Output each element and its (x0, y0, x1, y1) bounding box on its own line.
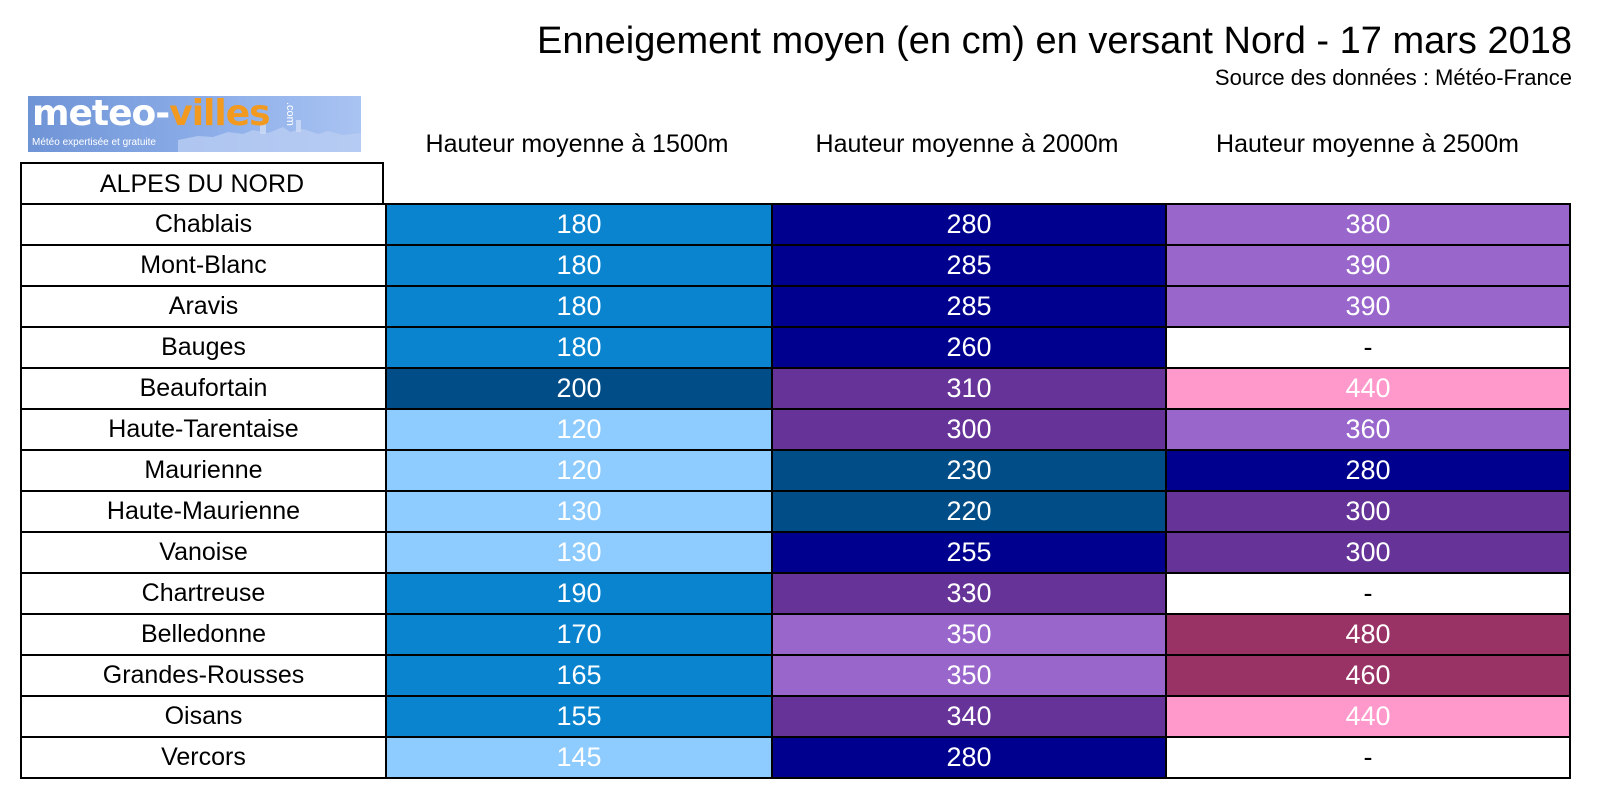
snow-depth-cell: 350 (773, 656, 1167, 695)
table-row: Haute-Tarentaise 120 300 360 (22, 408, 1569, 449)
massif-name: Beaufortain (22, 369, 387, 408)
logo-dotcom: .com (284, 102, 296, 126)
region-header: ALPES DU NORD (20, 162, 384, 203)
snow-depth-cell: 220 (773, 492, 1167, 531)
snow-depth-cell: 155 (387, 697, 773, 736)
snow-depth-cell: 180 (387, 287, 773, 326)
table-row: Mont-Blanc 180 285 390 (22, 244, 1569, 285)
logo: meteo-villes .com Météo expertisée et gr… (28, 96, 361, 152)
massif-name: Chartreuse (22, 574, 387, 613)
table-row: Chablais 180 280 380 (22, 205, 1569, 244)
logo-tagline: Météo expertisée et gratuite (32, 137, 156, 148)
snow-depth-cell: 165 (387, 656, 773, 695)
snow-depth-cell: 350 (773, 615, 1167, 654)
data-source: Source des données : Météo-France (1214, 65, 1572, 90)
logo-word-1: meteo- (32, 96, 170, 134)
snow-depth-cell: 280 (773, 738, 1167, 777)
snow-depth-cell: 260 (773, 328, 1167, 367)
column-header-2500m: Hauteur moyenne à 2500m (1216, 130, 1519, 158)
snow-depth-cell: 230 (773, 451, 1167, 490)
table-row: Grandes-Rousses 165 350 460 (22, 654, 1569, 695)
snow-depth-cell: 130 (387, 492, 773, 531)
logo-word-2: villes (169, 96, 270, 134)
snow-depth-table: Chablais 180 280 380 Mont-Blanc 180 285 390 Arav… (20, 203, 1571, 779)
snow-depth-cell: 190 (387, 574, 773, 613)
snow-depth-cell: 180 (387, 328, 773, 367)
snow-depth-cell: 285 (773, 246, 1167, 285)
massif-name: Vercors (22, 738, 387, 777)
massif-name: Grandes-Rousses (22, 656, 387, 695)
snow-depth-cell: 480 (1167, 615, 1569, 654)
massif-name: Belledonne (22, 615, 387, 654)
snow-depth-cell: - (1167, 738, 1569, 777)
snow-depth-cell: 280 (773, 205, 1167, 244)
column-header-1500m: Hauteur moyenne à 1500m (425, 130, 729, 158)
table-row: Bauges 180 260- (22, 326, 1569, 367)
snow-depth-cell: 390 (1167, 246, 1569, 285)
massif-name: Haute-Tarentaise (22, 410, 387, 449)
massif-name: Oisans (22, 697, 387, 736)
column-header-2000m: Hauteur moyenne à 2000m (815, 130, 1119, 158)
massif-name: Chablais (22, 205, 387, 244)
snow-depth-cell: 180 (387, 246, 773, 285)
snow-depth-cell: 360 (1167, 410, 1569, 449)
massif-name: Vanoise (22, 533, 387, 572)
snow-depth-cell: 120 (387, 451, 773, 490)
snow-depth-cell: 130 (387, 533, 773, 572)
massif-name: Haute-Maurienne (22, 492, 387, 531)
massif-name: Aravis (22, 287, 387, 326)
logo-wordmark: meteo-villes (32, 96, 271, 136)
table-row: Haute-Maurienne 130 220 300 (22, 490, 1569, 531)
snow-depth-cell: 255 (773, 533, 1167, 572)
snow-depth-cell: 300 (1167, 533, 1569, 572)
snow-depth-cell: - (1167, 574, 1569, 613)
snow-depth-cell: 300 (773, 410, 1167, 449)
snow-depth-cell: 285 (773, 287, 1167, 326)
table-row: Aravis 180 285 390 (22, 285, 1569, 326)
snow-depth-cell: 200 (387, 369, 773, 408)
chart-title: Enneigement moyen (en cm) en versant Nor… (537, 20, 1572, 62)
snow-depth-cell: 440 (1167, 369, 1569, 408)
table-row: Vanoise 130 255 300 (22, 531, 1569, 572)
table-row: Belledonne 170 350 480 (22, 613, 1569, 654)
table-row: Maurienne 120 230 280 (22, 449, 1569, 490)
snow-depth-cell: 310 (773, 369, 1167, 408)
table-row: Chartreuse 190 330- (22, 572, 1569, 613)
table-row: Vercors 145 280- (22, 736, 1569, 777)
snow-depth-cell: 145 (387, 738, 773, 777)
snow-depth-cell: 380 (1167, 205, 1569, 244)
snow-depth-cell: 120 (387, 410, 773, 449)
snow-depth-cell: 170 (387, 615, 773, 654)
snow-depth-cell: 340 (773, 697, 1167, 736)
massif-name: Bauges (22, 328, 387, 367)
snow-depth-cell: 460 (1167, 656, 1569, 695)
snow-depth-cell: 440 (1167, 697, 1569, 736)
massif-name: Mont-Blanc (22, 246, 387, 285)
snow-depth-cell: 180 (387, 205, 773, 244)
skyline-graphic (178, 120, 361, 152)
snow-depth-cell: 330 (773, 574, 1167, 613)
table-row: Oisans 155 340 440 (22, 695, 1569, 736)
snow-depth-cell: 390 (1167, 287, 1569, 326)
table-row: Beaufortain 200 310 440 (22, 367, 1569, 408)
massif-name: Maurienne (22, 451, 387, 490)
snow-depth-cell: - (1167, 328, 1569, 367)
snow-depth-cell: 300 (1167, 492, 1569, 531)
snow-depth-cell: 280 (1167, 451, 1569, 490)
